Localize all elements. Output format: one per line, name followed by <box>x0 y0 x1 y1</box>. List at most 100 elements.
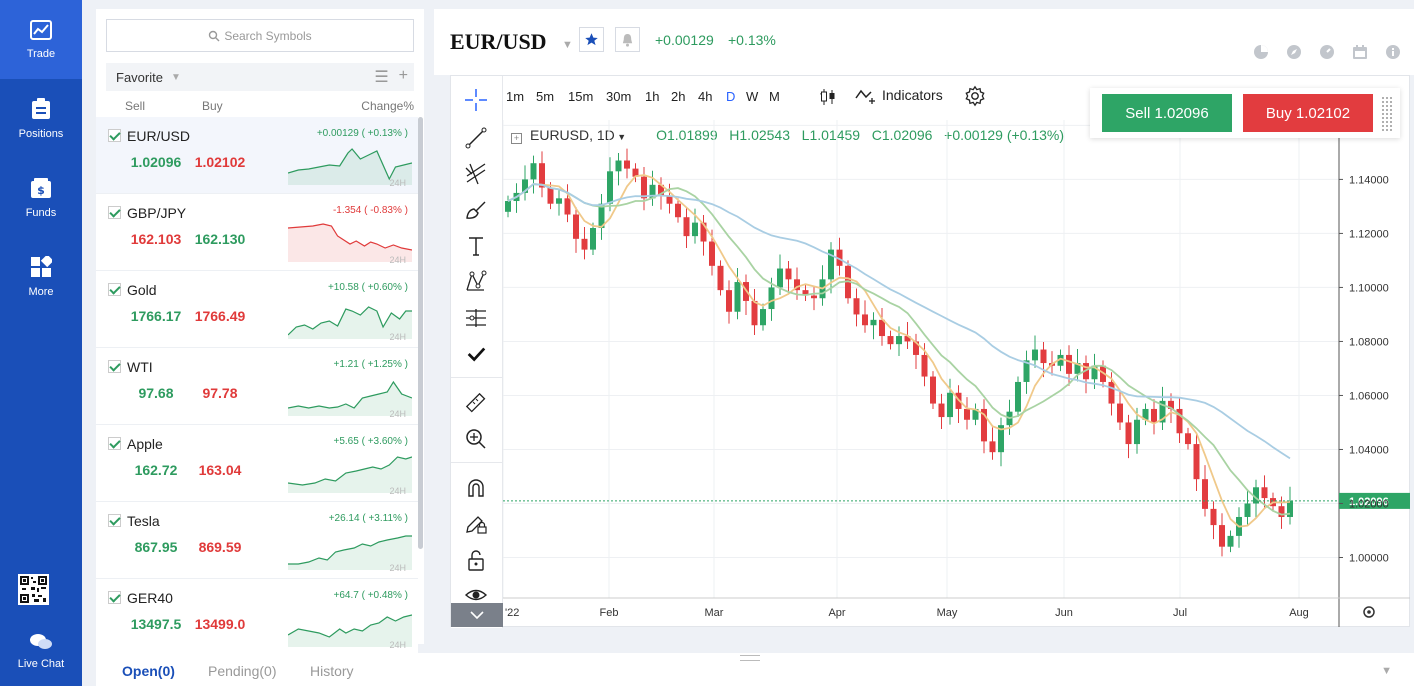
candle-body <box>862 314 868 326</box>
watchlist-scrollbar[interactable] <box>418 117 423 549</box>
watchlist-row[interactable]: Apple 162.72 163.04 +5.65 ( +3.60% ) 24H <box>96 425 418 502</box>
pie-chart-icon[interactable] <box>1252 43 1270 61</box>
search-input[interactable]: Search Symbols <box>106 19 414 52</box>
row-checkbox[interactable] <box>108 514 121 527</box>
unlock-icon[interactable] <box>462 546 490 574</box>
row-checkbox[interactable] <box>108 591 121 604</box>
pattern-tool-icon[interactable] <box>462 268 490 296</box>
compass-icon[interactable] <box>1285 43 1303 61</box>
row-checkbox[interactable] <box>108 129 121 142</box>
timeframe-1m[interactable]: 1m <box>506 89 525 104</box>
candle-type-icon[interactable] <box>818 87 838 112</box>
timeframe-30m[interactable]: 30m <box>606 89 632 104</box>
crosshair-tool-icon[interactable] <box>462 86 490 114</box>
timeframe-W[interactable]: W <box>746 89 759 104</box>
watchlist-row[interactable]: Gold 1766.17 1766.49 +10.58 ( +0.60% ) 24H <box>96 271 418 348</box>
row-sparkline <box>288 535 412 570</box>
price-alert-button[interactable] <box>615 27 640 52</box>
caret-down-icon[interactable]: ▼ <box>1381 665 1392 677</box>
row-buy-price[interactable]: 163.04 <box>198 462 242 478</box>
chevron-down-icon[interactable] <box>451 603 503 627</box>
lock-drawing-icon[interactable] <box>462 510 490 538</box>
nav-positions[interactable]: Positions <box>0 79 82 158</box>
row-change: +10.58 ( +0.60% ) <box>327 282 408 293</box>
timeframe-4h[interactable]: 4h <box>698 89 713 104</box>
watchlist-row[interactable]: Tesla 867.95 869.59 +26.14 ( +3.11% ) 24H <box>96 502 418 579</box>
price-chart[interactable]: 1.020961.160001.140001.120001.100001.080… <box>503 120 1410 627</box>
watchlist-group-selector[interactable]: Favorite ▼ ☰ + <box>106 63 414 91</box>
magnet-icon[interactable] <box>462 474 490 502</box>
row-checkbox[interactable] <box>108 206 121 219</box>
tab-history[interactable]: History <box>310 663 354 679</box>
axis-settings-gear-icon[interactable] <box>1363 606 1375 618</box>
row-sell-price[interactable]: 162.72 <box>134 462 178 478</box>
row-checkbox[interactable] <box>108 283 121 296</box>
chevron-down-icon[interactable]: ▼ <box>614 132 627 142</box>
timeframe-15m[interactable]: 15m <box>568 89 594 104</box>
watchlist-row[interactable]: GBP/JPY 162.103 162.130 -1.354 ( -0.83% ) 24… <box>96 194 418 271</box>
row-checkbox[interactable] <box>108 437 121 450</box>
row-sell-price[interactable]: 1766.17 <box>130 308 182 324</box>
timeframe-1h[interactable]: 1h <box>645 89 660 104</box>
ruler-tool-icon[interactable] <box>462 389 490 417</box>
x-tick-label: '22 <box>505 607 519 619</box>
timeframe-D[interactable]: D <box>726 89 736 104</box>
collapse-legend-icon[interactable]: + <box>511 133 522 144</box>
calendar-icon[interactable] <box>1351 43 1369 61</box>
list-menu-icon[interactable]: ☰ <box>374 69 389 86</box>
live-chat[interactable]: Live Chat <box>0 632 82 670</box>
nav-more[interactable]: More <box>0 237 82 316</box>
row-checkbox[interactable] <box>108 360 121 373</box>
row-symbol: WTI <box>127 359 153 375</box>
indicators-button[interactable]: Indicators <box>855 86 943 104</box>
timeframe-2h[interactable]: 2h <box>671 89 686 104</box>
tab-pending[interactable]: Pending(0) <box>208 663 277 679</box>
watchlist-row[interactable]: GER40 13497.5 13499.0 +64.7 ( +0.48% ) 24H <box>96 579 418 656</box>
row-buy-price[interactable]: 869.59 <box>198 539 242 555</box>
grid-icon <box>31 255 52 277</box>
brush-tool-icon[interactable] <box>462 196 490 224</box>
checkmark-icon[interactable] <box>462 340 490 368</box>
fib-tool-icon[interactable] <box>462 304 490 332</box>
row-sell-price[interactable]: 97.68 <box>138 385 174 401</box>
row-sell-price[interactable]: 13497.5 <box>130 616 182 632</box>
add-symbol-icon[interactable]: + <box>398 67 408 84</box>
resize-handle[interactable] <box>740 655 760 661</box>
watchlist-row[interactable]: WTI 97.68 97.78 +1.21 ( +1.25% ) 24H <box>96 348 418 425</box>
timeframe-M[interactable]: M <box>769 89 780 104</box>
tab-open[interactable]: Open(0) <box>122 663 175 679</box>
row-buy-price[interactable]: 13499.0 <box>194 616 246 632</box>
nav-funds[interactable]: $ Funds <box>0 158 82 237</box>
text-tool-icon[interactable] <box>462 232 490 260</box>
zoom-in-icon[interactable] <box>462 425 490 453</box>
pitchfork-tool-icon[interactable] <box>462 160 490 188</box>
row-sell-price[interactable]: 867.95 <box>134 539 178 555</box>
eye-icon[interactable] <box>462 581 490 609</box>
candle-body <box>581 238 588 250</box>
sell-button[interactable]: Sell 1.02096 <box>1102 94 1232 132</box>
row-sell-price[interactable]: 1.02096 <box>130 154 182 170</box>
qr-code-icon[interactable] <box>18 574 49 605</box>
gauge-icon[interactable] <box>1318 43 1336 61</box>
buy-button[interactable]: Buy 1.02102 <box>1243 94 1373 132</box>
row-buy-price[interactable]: 162.130 <box>194 231 246 247</box>
timeframe-5m[interactable]: 5m <box>536 89 555 104</box>
y-tick-label: 1.08000 <box>1349 336 1389 348</box>
row-buy-price[interactable]: 1.02102 <box>194 154 246 170</box>
candle-body <box>1176 408 1183 434</box>
favorite-star-button[interactable] <box>579 27 604 52</box>
row-sell-price[interactable]: 162.103 <box>130 231 182 247</box>
candle-body <box>1134 419 1140 445</box>
col-change: Change% <box>361 99 414 113</box>
row-buy-price[interactable]: 97.78 <box>202 385 238 401</box>
info-icon[interactable] <box>1384 43 1402 61</box>
live-chat-label: Live Chat <box>17 658 65 670</box>
row-buy-price[interactable]: 1766.49 <box>194 308 246 324</box>
caret-down-icon[interactable]: ▼ <box>562 39 573 51</box>
row-period: 24H <box>389 563 406 573</box>
nav-trade[interactable]: Trade <box>0 0 82 79</box>
watchlist-row[interactable]: EUR/USD 1.02096 1.02102 +0.00129 ( +0.13% )… <box>96 117 418 194</box>
drag-handle[interactable] <box>1381 96 1393 132</box>
trend-line-tool-icon[interactable] <box>462 124 490 152</box>
chart-settings-gear-icon[interactable] <box>964 85 986 112</box>
